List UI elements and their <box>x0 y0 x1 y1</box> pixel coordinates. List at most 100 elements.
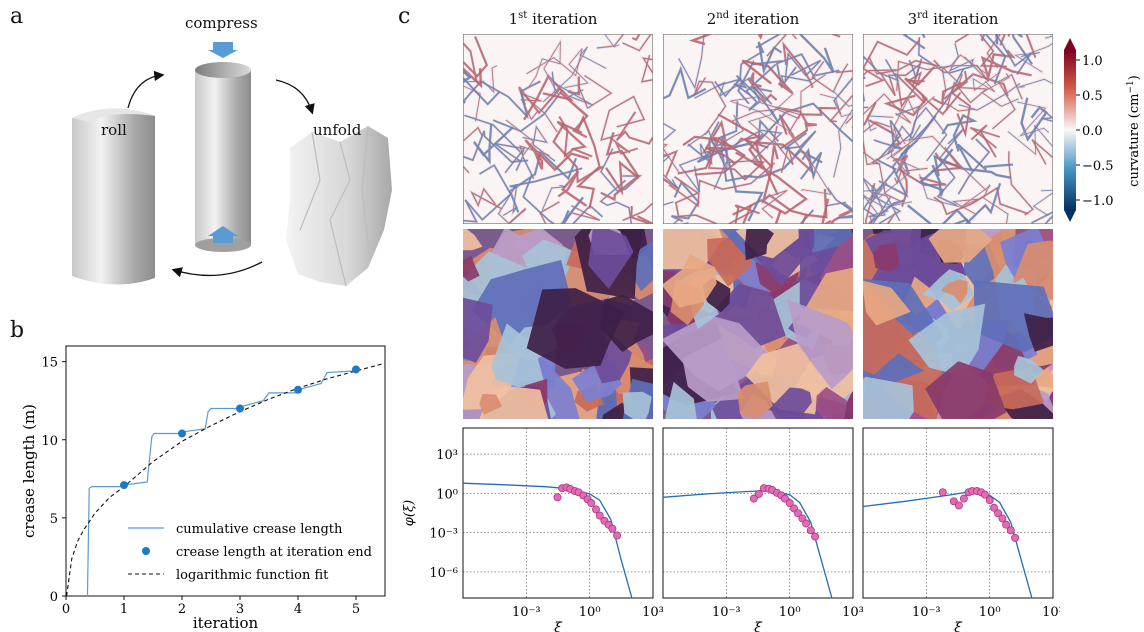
arrow-compress-to-unfold-icon <box>275 79 315 115</box>
phi-data-point <box>985 496 994 505</box>
crease-halo <box>508 149 578 213</box>
crease-halo <box>1030 210 1053 224</box>
arrow-unfold-to-roll-icon <box>171 261 263 278</box>
crease-line <box>1043 109 1053 122</box>
crease-length-chart: 0 1 2 3 4 5 0 5 10 15 iteration crease length (m) cu… <box>20 345 386 632</box>
legend-label: crease length at iteration end <box>176 545 372 560</box>
crease-line <box>913 68 964 141</box>
crease-line <box>819 93 853 129</box>
phi-x-tick-label: 10⁰ <box>979 605 1001 620</box>
crease-halo <box>629 206 653 224</box>
x-tick-label: 3 <box>236 602 244 617</box>
crease-line <box>733 204 760 224</box>
crease-halo <box>604 159 640 198</box>
crease-halo <box>631 34 642 42</box>
crease-halo <box>1019 97 1049 143</box>
crease-halo <box>734 133 764 169</box>
crease-halo <box>757 73 827 117</box>
crease-halo <box>538 200 561 224</box>
y-tick-label: 10 <box>41 434 58 449</box>
phi-x-axis-label: ξ <box>954 620 963 632</box>
crease-line <box>717 113 774 169</box>
unfolded-crumpled-sheet <box>286 125 392 287</box>
crease-line <box>863 102 877 127</box>
facet-polygon <box>479 385 549 419</box>
crease-halo <box>712 128 785 191</box>
crease-line <box>559 205 601 224</box>
phi-data-point <box>1011 533 1020 542</box>
crease-line <box>954 34 1007 68</box>
crease-halo <box>463 75 501 107</box>
crease-line <box>599 179 633 224</box>
phi-plot-frame <box>862 427 1054 599</box>
crease-line <box>463 76 501 106</box>
crease-halo <box>981 183 1010 224</box>
phi-data-point <box>754 490 763 498</box>
crease-line <box>980 34 986 42</box>
crease-halo <box>713 76 744 99</box>
crease-line <box>863 182 885 215</box>
crease-halo <box>731 107 810 162</box>
crease-line <box>463 36 489 78</box>
crease-line <box>782 41 814 89</box>
crease-line <box>473 124 514 165</box>
facet-polygon <box>463 229 483 251</box>
crease-line <box>872 196 891 224</box>
crease-line <box>631 34 641 41</box>
crease-line <box>784 51 822 81</box>
crease-line <box>663 65 707 100</box>
curvature-map-1 <box>463 34 653 224</box>
crease-halo <box>863 39 921 88</box>
crease-line <box>463 126 483 174</box>
crease-line <box>668 162 776 208</box>
crease-line <box>811 61 849 93</box>
crease-halo <box>1015 100 1050 139</box>
crease-halo <box>1006 121 1053 158</box>
crease-line <box>958 83 1021 111</box>
crease-halo <box>755 34 783 49</box>
roll-label: roll <box>101 121 127 139</box>
crease-halo <box>1030 138 1053 166</box>
phi-data-point <box>794 509 803 518</box>
crease-line <box>674 176 754 224</box>
crease-halo <box>1030 188 1053 217</box>
facet-polygon <box>526 288 625 369</box>
crease-halo <box>521 173 604 224</box>
crease-halo <box>505 118 550 160</box>
phi-x-tick-label: 10³ <box>1042 605 1060 620</box>
crease-halo <box>598 179 633 224</box>
crease-halo <box>892 154 947 187</box>
compress-label: compress <box>185 14 258 32</box>
crease-halo <box>864 182 876 224</box>
crease-line <box>894 167 928 185</box>
crease-halo <box>772 125 795 174</box>
crease-halo <box>756 101 853 146</box>
crease-halo <box>917 37 974 75</box>
crease-halo <box>729 95 790 133</box>
crease-line <box>825 201 853 224</box>
crease-line <box>903 135 987 191</box>
crease-halo <box>663 142 681 174</box>
crease-line <box>755 34 782 49</box>
crease-halo <box>463 79 542 122</box>
crease-line <box>678 34 705 90</box>
crease-halo <box>596 34 653 53</box>
crease-line <box>463 80 541 120</box>
crease-halo <box>524 138 590 172</box>
crease-line <box>713 129 783 190</box>
facet-polygon <box>940 279 968 304</box>
phi-x-tick-label: 10⁻³ <box>712 605 741 620</box>
crease-halo <box>732 203 761 224</box>
facet-polygon <box>863 280 911 326</box>
crease-line <box>735 133 764 169</box>
facet-polygon <box>1023 313 1053 352</box>
facet-map-2 <box>663 229 853 419</box>
crease-halo <box>827 69 853 123</box>
crease-halo <box>832 75 853 115</box>
crease-line <box>865 182 876 224</box>
crease-halo <box>797 34 835 74</box>
facet-polygon <box>873 243 900 272</box>
crease-halo <box>873 119 903 162</box>
crease-halo <box>608 136 639 156</box>
crease-halo <box>826 186 853 220</box>
